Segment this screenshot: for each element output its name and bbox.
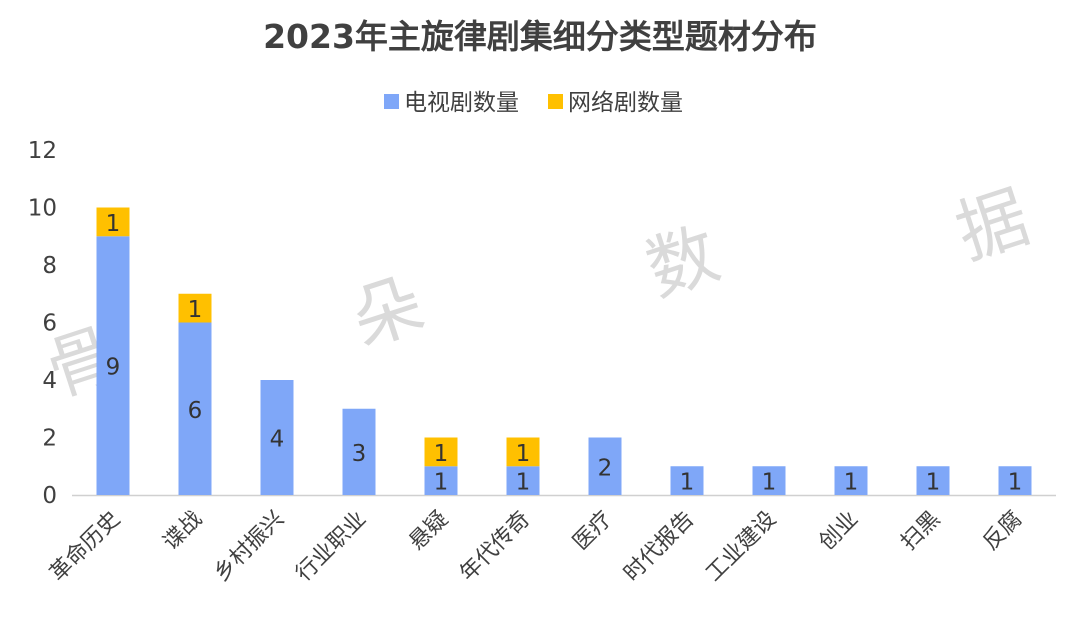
- bar-tv: [834, 466, 868, 495]
- data-label-tv: 1: [762, 470, 777, 496]
- bar-web: [424, 437, 458, 467]
- x-tick-label: 医疗: [568, 507, 617, 556]
- data-label-tv: 1: [844, 470, 859, 496]
- bar-tv: [998, 466, 1032, 495]
- x-tick-label: 行业职业: [291, 507, 371, 587]
- bar-tv: [670, 466, 704, 495]
- bar-tv: [752, 466, 786, 495]
- bar-web: [506, 437, 540, 467]
- legend-swatch-tv: [384, 94, 399, 109]
- y-tick-label: 4: [42, 368, 57, 394]
- x-tick-label: 革命历史: [45, 507, 125, 587]
- legend: 电视剧数量 网络剧数量: [384, 90, 683, 116]
- data-label-tv: 1: [1008, 470, 1023, 496]
- bar-tv: [916, 466, 950, 495]
- y-tick-label: 6: [42, 311, 57, 337]
- y-tick-label: 2: [42, 426, 57, 452]
- data-labels: 9 1 6 1 4 3 1 1 1 1 2 1 1 1 1 1: [106, 211, 1023, 496]
- bar-tv: [588, 437, 622, 495]
- data-label-tv: 6: [188, 398, 203, 424]
- data-label-web: 1: [434, 441, 449, 467]
- bar-tv: [260, 380, 294, 495]
- x-tick-label: 谍战: [158, 507, 207, 556]
- bar-tv: [178, 322, 212, 495]
- bar-tv: [96, 236, 130, 495]
- data-label-tv: 1: [926, 470, 941, 496]
- bar-tv: [342, 408, 376, 495]
- x-tick-label: 工业建设: [701, 507, 781, 587]
- data-label-tv: 9: [106, 355, 121, 381]
- data-label-tv: 1: [680, 470, 695, 496]
- legend-swatch-web: [548, 94, 563, 109]
- bar-tv: [424, 466, 458, 495]
- data-label-tv: 4: [270, 427, 285, 453]
- data-label-tv: 1: [434, 470, 449, 496]
- x-tick-label: 反腐: [978, 507, 1027, 556]
- y-axis: 0 2 4 6 8 10 12: [28, 138, 57, 509]
- legend-label-tv: 电视剧数量: [404, 90, 519, 116]
- x-axis: 革命历史 谍战 乡村振兴 行业职业 悬疑 年代传奇 医疗 时代报告 工业建设 创业 扫黑 反腐: [45, 507, 1027, 587]
- data-label-web: 1: [188, 297, 203, 323]
- y-tick-label: 10: [28, 196, 57, 222]
- x-tick-label: 扫黑: [896, 507, 945, 556]
- data-label-tv: 1: [516, 470, 531, 496]
- data-label-web: 1: [516, 441, 531, 467]
- y-tick-label: 12: [28, 138, 57, 164]
- watermark-glyph: 朵: [342, 262, 434, 362]
- x-tick-label: 悬疑: [404, 507, 453, 556]
- x-tick-label: 年代传奇: [455, 507, 535, 587]
- watermark-glyph: 据: [947, 175, 1039, 275]
- bars: [96, 207, 1032, 495]
- x-tick-label: 时代报告: [619, 507, 699, 587]
- legend-label-web: 网络剧数量: [568, 90, 683, 116]
- watermark-glyph: 数: [637, 212, 729, 312]
- data-label-tv: 3: [352, 441, 367, 467]
- y-tick-label: 0: [42, 483, 57, 509]
- data-label-web: 1: [106, 211, 121, 237]
- y-tick-label: 8: [42, 253, 57, 279]
- data-label-tv: 2: [598, 455, 613, 481]
- x-tick-label: 创业: [814, 507, 863, 556]
- chart-title: 2023年主旋律剧集细分类型题材分布: [263, 17, 817, 56]
- bar-web: [96, 207, 130, 237]
- bar-web: [178, 293, 212, 323]
- x-tick-label: 乡村振兴: [209, 507, 289, 587]
- bar-tv: [506, 466, 540, 495]
